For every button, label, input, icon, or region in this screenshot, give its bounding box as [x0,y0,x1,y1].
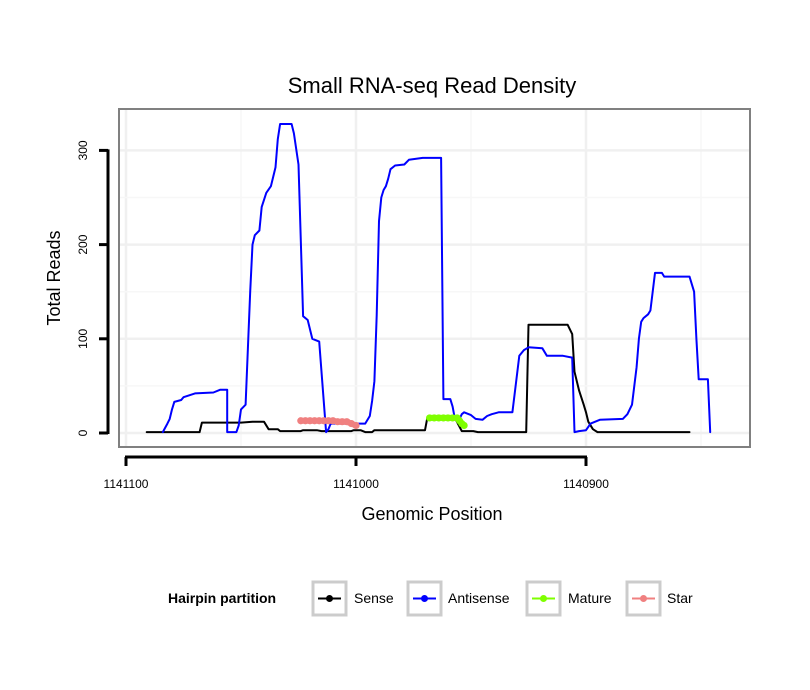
x-tick-label: 1140900 [563,477,609,491]
legend-title: Hairpin partition [168,590,276,606]
legend-label-antisense: Antisense [448,590,510,606]
legend-key-point [640,595,647,602]
grid-lines [120,110,749,446]
panel-border [118,108,751,448]
y-axis-title: Total Reads [44,230,64,325]
series-line-antisense [161,123,712,434]
legend-label-sense: Sense [354,590,394,606]
legend-label-mature: Mature [568,590,612,606]
legend-key-point [326,595,333,602]
y-tick-label: 300 [76,140,90,160]
data-point-star [352,421,360,430]
x-axis-title: Genomic Position [361,504,502,524]
series-line-sense [145,323,691,434]
axes: 0 100 200 300 1141100 1141000 1140900 [76,140,609,491]
y-tick-label: 0 [76,429,90,436]
legend-key-point [540,595,547,602]
legend-label-star: Star [667,590,693,606]
y-tick-label: 200 [76,234,90,254]
series-layer [145,123,712,434]
x-tick-label: 1141100 [104,477,149,491]
data-point-mature [460,421,468,430]
legend: Hairpin partition Sense Antisense Mature St… [168,580,693,617]
x-tick-label: 1141000 [333,477,379,491]
legend-key-point [421,595,428,602]
chart-title: Small RNA-seq Read Density [288,73,577,98]
y-tick-label: 100 [76,328,90,348]
